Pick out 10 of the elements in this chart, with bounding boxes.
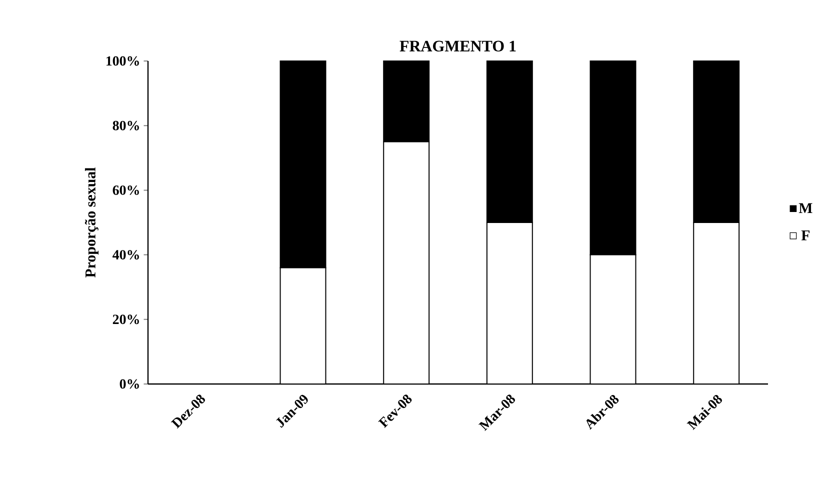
y-tick-label: 20%	[112, 314, 139, 324]
y-tick-label: 60%	[112, 185, 139, 195]
y-axis-title: Proporção sexual	[84, 167, 99, 278]
y-tick-label: 80%	[112, 120, 139, 130]
chart-title: FRAGMENTO 1	[400, 40, 516, 52]
y-tick-label: 0%	[120, 379, 139, 389]
y-tick-label: 100%	[106, 56, 139, 66]
legend-label: M	[798, 203, 812, 214]
y-tick-label: 40%	[112, 250, 139, 260]
legend-label: F	[801, 230, 810, 240]
